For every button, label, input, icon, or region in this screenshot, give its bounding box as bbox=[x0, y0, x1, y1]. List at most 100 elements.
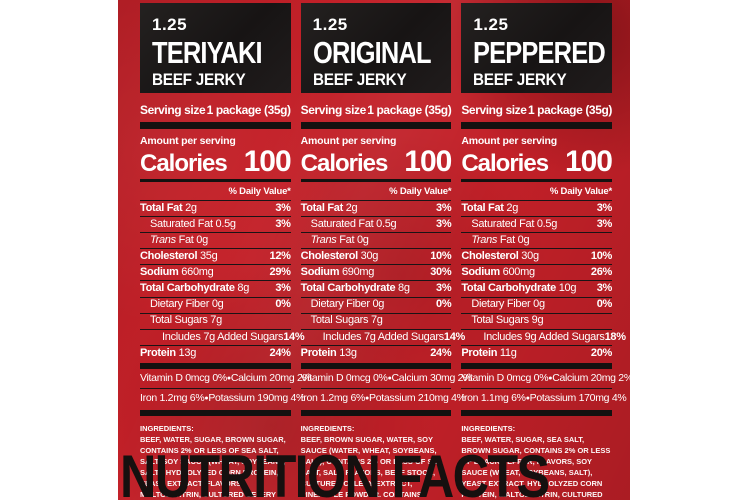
daily-value-percent: 12% bbox=[269, 250, 291, 263]
calories-label: Calories bbox=[300, 150, 389, 177]
micronutrient-row: Vitamin D 0mcg 0% ● Calcium 30mg 2% bbox=[300, 369, 473, 388]
nutrient-name: Saturated Fat 0.5g bbox=[150, 217, 236, 230]
nutrient-name: Total Carbohydrate 8g bbox=[300, 282, 410, 295]
daily-value-percent: 3% bbox=[596, 201, 613, 214]
ingredients-body: BEEF, WATER, SUGAR, BROWN SUGAR, CONTAIN… bbox=[140, 434, 291, 500]
flavor-name: PEPPERED bbox=[473, 35, 606, 70]
ingredients-block: INGREDIENTS: BEEF, BROWN SUGAR, WATER, S… bbox=[301, 423, 452, 500]
panel-header: 1.25 ORIGINAL BEEF JERKY bbox=[300, 3, 452, 93]
daily-value-percent: 3% bbox=[436, 201, 452, 214]
serving-size-row: Serving size 1 package (35g) bbox=[140, 103, 291, 117]
panel-header: 1.25 TERIYAKI BEEF JERKY bbox=[140, 3, 291, 93]
ingredients-label: INGREDIENTS: bbox=[300, 423, 355, 433]
daily-value-percent: 29% bbox=[269, 266, 291, 279]
nutrient-name: Cholesterol 35g bbox=[140, 250, 218, 263]
serving-size-label: Serving size bbox=[300, 103, 367, 117]
nutrient-row: Protein 13g 24% bbox=[140, 344, 291, 361]
serving-size-value: 1 package (35g) bbox=[367, 103, 452, 117]
daily-value-percent: 0% bbox=[275, 298, 291, 311]
daily-value-note: % Daily Value* bbox=[389, 186, 452, 197]
calories-label: Calories bbox=[461, 150, 549, 177]
ingredients-label: INGREDIENTS: bbox=[140, 423, 194, 433]
ingredients-text: BEEF, WATER, SUGAR, SEA SALT, BROWN SUGA… bbox=[461, 434, 611, 499]
micronutrient-row: Vitamin D 0mcg 0% ● Calcium 20mg 2% bbox=[140, 369, 312, 388]
nutrient-row: Total Fat 2g 3% bbox=[300, 200, 452, 216]
micronutrient-rows: Vitamin D 0mcg 0% ● Calcium 20mg 2% Iron 1.… bbox=[461, 369, 630, 408]
nutrient-name: Total Fat 2g bbox=[461, 201, 519, 214]
nutrient-row: Total Carbohydrate 8g 3% bbox=[300, 280, 452, 296]
nutrient-row: Cholesterol 30g 10% bbox=[461, 248, 612, 264]
micronutrient-right: Potassium 190mg 4% bbox=[208, 392, 306, 405]
nutrient-name: Total Fat 2g bbox=[140, 201, 197, 214]
nutrient-name: Dietary Fiber 0g bbox=[310, 298, 385, 311]
daily-value-percent: 10% bbox=[590, 250, 612, 263]
ingredients-text: BEEF, WATER, SUGAR, BROWN SUGAR, CONTAIN… bbox=[140, 434, 286, 499]
daily-value-percent: 0% bbox=[596, 298, 613, 311]
nutrient-row: Saturated Fat 0.5g 3% bbox=[140, 216, 291, 232]
nutrient-row: Trans Fat 0g bbox=[300, 232, 452, 248]
micronutrient-left: Iron 1.2mg 6% bbox=[300, 392, 366, 405]
serving-size-label: Serving size bbox=[140, 103, 206, 117]
daily-value-percent: 3% bbox=[275, 282, 291, 295]
bullet-icon: ● bbox=[387, 374, 392, 382]
daily-value-percent: 0% bbox=[436, 298, 452, 311]
nutrient-name: Total Fat 2g bbox=[300, 201, 358, 214]
allergen-statement: CONTAINS: WHEAT, SOY. bbox=[383, 489, 425, 499]
micronutrient-left: Vitamin D 0mcg 0% bbox=[300, 372, 388, 385]
nutrient-name: Cholesterol 30g bbox=[300, 250, 379, 263]
micronutrient-row: Vitamin D 0mcg 0% ● Calcium 20mg 2% bbox=[461, 369, 630, 388]
nutrient-row: Sodium 660mg 29% bbox=[140, 264, 291, 280]
product-type: BEEF JERKY bbox=[152, 70, 246, 89]
nutrient-name: Saturated Fat 0.5g bbox=[471, 217, 558, 230]
serving-size-value: 1 package (35g) bbox=[206, 103, 291, 117]
section-divider bbox=[461, 362, 612, 369]
calories-value: 100 bbox=[243, 145, 292, 178]
medium-divider bbox=[300, 179, 452, 182]
nutrient-name: Dietary Fiber 0g bbox=[150, 298, 224, 311]
daily-value-percent: 3% bbox=[596, 282, 613, 295]
product-type: BEEF JERKY bbox=[312, 70, 407, 89]
daily-value-percent: 3% bbox=[596, 217, 613, 230]
nutrient-rows: Total Fat 2g 3% Saturated Fat 0.5g 3% Trans … bbox=[140, 200, 305, 361]
section-divider bbox=[140, 362, 291, 369]
daily-value-percent: 3% bbox=[436, 217, 452, 230]
micronutrient-left: Vitamin D 0mcg 0% bbox=[140, 372, 227, 385]
nutrient-name: Saturated Fat 0.5g bbox=[310, 217, 397, 230]
nutrition-panel: 1.25 PEPPERED BEEF JERKY Serving size 1 … bbox=[461, 3, 630, 500]
nutrient-row: Total Fat 2g 3% bbox=[140, 200, 291, 216]
nutrient-row: Cholesterol 35g 12% bbox=[140, 248, 291, 264]
micronutrient-left: Iron 1.1mg 6% bbox=[461, 392, 526, 405]
nutrient-row: Trans Fat 0g bbox=[140, 232, 291, 248]
nutrient-rows: Total Fat 2g 3% Saturated Fat 0.5g 3% Trans … bbox=[300, 200, 465, 361]
micronutrient-rows: Vitamin D 0mcg 0% ● Calcium 20mg 2% Iron 1.… bbox=[140, 369, 312, 408]
ingredients-block: INGREDIENTS: BEEF, WATER, SUGAR, BROWN S… bbox=[140, 423, 291, 500]
serving-size-row: Serving size 1 package (35g) bbox=[301, 103, 452, 117]
medium-divider bbox=[461, 179, 612, 182]
micronutrient-right: Calcium 30mg 2% bbox=[391, 372, 473, 385]
amount-per-serving-label: Amount per serving bbox=[461, 135, 557, 147]
micronutrient-row: Iron 1.1mg 6% ● Potassium 170mg 4% bbox=[461, 387, 627, 408]
bullet-icon: ● bbox=[365, 394, 369, 402]
bottom-banner-text: NUTRITION FACTS bbox=[120, 443, 550, 500]
nutrition-panel: 1.25 ORIGINAL BEEF JERKY Serving size 1 … bbox=[300, 3, 473, 500]
nutrient-row: Total Sugars 7g bbox=[140, 312, 291, 329]
package-size: 1.25 bbox=[473, 15, 509, 34]
section-divider bbox=[300, 362, 452, 369]
nutrient-name: Total Sugars 7g bbox=[310, 314, 383, 327]
nutrient-name: Cholesterol 30g bbox=[461, 250, 539, 263]
product-type: BEEF JERKY bbox=[473, 70, 567, 89]
daily-value-percent: 24% bbox=[430, 346, 452, 359]
ingredients-text: BEEF, BROWN SUGAR, WATER, SOY SAUCE (WAT… bbox=[300, 434, 443, 499]
calories-row: Calories 100 bbox=[140, 145, 292, 178]
serving-size-value: 1 package (35g) bbox=[527, 103, 612, 117]
nutrient-row: Protein 11g 20% bbox=[461, 344, 612, 361]
ingredients-body: BEEF, BROWN SUGAR, WATER, SOY SAUCE (WAT… bbox=[301, 434, 452, 500]
bullet-icon: ● bbox=[525, 394, 530, 402]
thick-divider bbox=[300, 122, 452, 129]
nutrient-row: Total Carbohydrate 8g 3% bbox=[140, 280, 291, 296]
nutrient-row: Saturated Fat 0.5g 3% bbox=[300, 216, 452, 232]
nutrient-name: Trans Fat 0g bbox=[471, 233, 530, 246]
daily-value-percent: 10% bbox=[430, 250, 452, 263]
nutrient-row: Cholesterol 30g 10% bbox=[300, 248, 452, 264]
nutrient-row: Dietary Fiber 0g 0% bbox=[300, 296, 452, 313]
